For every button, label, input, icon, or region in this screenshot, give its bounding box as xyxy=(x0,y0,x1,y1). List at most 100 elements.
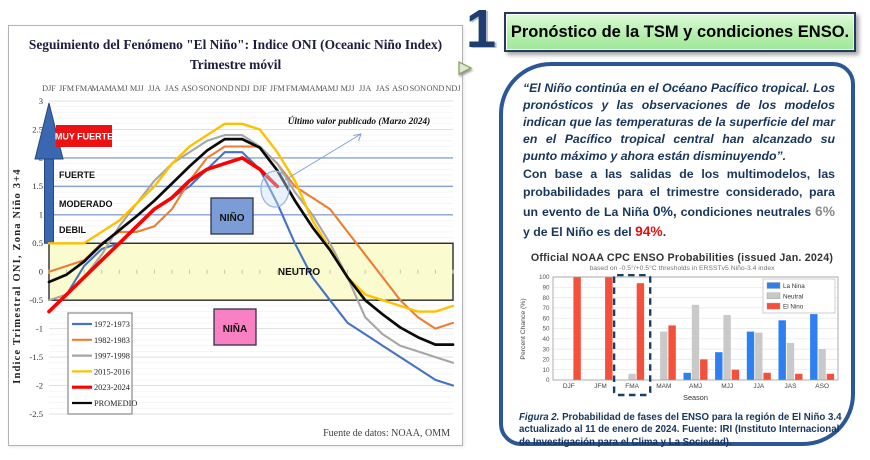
legend-item-label: 1972-1973 xyxy=(94,320,130,329)
bar-el-nino-JAS xyxy=(795,373,803,380)
bar-legend-label: La Nina xyxy=(783,283,805,290)
trimester-label: MJJ xyxy=(130,84,145,93)
bar-neutral-JAS xyxy=(786,342,795,380)
trimester-label: MAM xyxy=(302,84,323,93)
forecast-panel: “El Niño continúa en el Océano Pacífico … xyxy=(499,62,855,449)
bar-neutral-MJJ xyxy=(723,315,731,380)
bar-el-nino-MJJ xyxy=(731,369,740,380)
neutro-band xyxy=(48,242,454,301)
annotation-last-value: Último valor publicado (Marzo 2024) xyxy=(288,115,431,127)
nino-label: NIÑO xyxy=(220,211,245,224)
last-value-highlight xyxy=(260,170,290,208)
plot-border xyxy=(552,276,839,381)
legend-item-label: 1982-1983 xyxy=(94,336,130,345)
bar-el-nino-ASO xyxy=(826,373,835,380)
y-tick-label: -1 xyxy=(36,323,43,333)
trimester-label: ASO xyxy=(392,84,409,93)
figure-caption-text: Probabilidad de fases del ENSO para la r… xyxy=(519,412,842,448)
bar-x-label: JFM xyxy=(594,383,607,390)
bar-legend: La Nina Neutral El Nino xyxy=(762,278,836,314)
slide-marker-arrow-icon xyxy=(457,60,473,81)
bar-neutral-AMJ xyxy=(691,304,700,380)
series-PROMEDIO xyxy=(47,137,455,346)
left-chart-title-line2: Trimestre móvil xyxy=(189,57,282,72)
bar-legend-label: Neutral xyxy=(783,293,803,300)
bar-y-tick: 90 xyxy=(542,285,550,292)
bar-x-label: DJF xyxy=(563,383,575,390)
bar-y-tick: 70 xyxy=(542,305,550,312)
bar-el-nino-JFM xyxy=(605,277,613,380)
trimester-label: MAM xyxy=(91,84,112,93)
series-2023-2024 xyxy=(47,156,280,314)
trimester-label: JAS xyxy=(376,84,390,93)
trimester-label: FMA xyxy=(286,84,304,93)
bar-el-nino-MAM xyxy=(668,325,676,380)
muy-fuerte-label: MUY FUERTE xyxy=(55,132,113,142)
trimester-label: JJA xyxy=(359,84,371,93)
y-tick-label: -0.5 xyxy=(29,295,43,305)
data-source: Fuente de datos: NOAA, OMM xyxy=(323,428,450,439)
bar-y-tick: 60 xyxy=(542,315,550,322)
bar-el-nino-AMJ xyxy=(700,359,708,380)
bar-la-nina-JAS xyxy=(778,320,786,380)
bar-y-tick: 100 xyxy=(539,274,550,281)
trimester-label: OND xyxy=(216,84,234,93)
y-tick-label: 3 xyxy=(39,96,43,106)
enso-bar-chart-svg: 0 10 20 30 40 50 60 70 80 90 100 DJF JFM FMA MAM AMJ MJJ… xyxy=(520,274,839,402)
trimester-label: AMJ xyxy=(322,84,339,93)
y-tick-label: -2 xyxy=(36,380,43,390)
bar-x-label: MAM xyxy=(656,383,671,390)
moderado-label: MODERADO xyxy=(59,199,113,209)
legend-item-label: 2023-2024 xyxy=(94,383,131,392)
series-2015-2016 xyxy=(47,122,455,313)
trimester-label: AMJ xyxy=(111,84,128,93)
trimester-label: FMA xyxy=(75,84,93,93)
bar-el-nino-FMA xyxy=(636,283,645,380)
bar-x-label: ASO xyxy=(815,383,829,390)
fma-highlight-box xyxy=(612,274,652,397)
bar-x-label: MJJ xyxy=(721,383,733,390)
bar-y-tick: 40 xyxy=(542,336,550,343)
bar-neutral-ASO xyxy=(818,349,826,380)
trimester-label: JFM xyxy=(270,84,286,93)
bar-x-label: JJA xyxy=(753,383,765,390)
neutro-label: NEUTRO xyxy=(278,267,320,278)
annotation-arrow xyxy=(284,133,362,181)
trimester-label: NDJ xyxy=(235,84,251,93)
trimester-label: DJF xyxy=(42,84,56,93)
bar-el-nino-DJF xyxy=(573,277,581,380)
bar-chart-title: Official NOAA CPC ENSO Probabilities (is… xyxy=(530,252,834,264)
probabilities-paragraph: Con base a las salidas de los multimodel… xyxy=(523,166,835,242)
y-axis-title: Indice Trimestral ONI, Zona Niño 3+4 xyxy=(12,168,23,384)
bar-el-nino-JJA xyxy=(763,372,771,380)
y-tick-label: 1 xyxy=(39,210,43,220)
left-chart-title-line1: Seguimiento del Fenómeno "El Niño": Indi… xyxy=(28,37,443,52)
legend-item-label: 1997-1998 xyxy=(94,352,130,361)
figure-caption-label: Figura 2. xyxy=(519,412,560,423)
trimester-label: MJJ xyxy=(341,84,356,93)
bar-la-nina-ASO xyxy=(810,314,818,380)
trimester-label: OND xyxy=(426,84,444,93)
el-nino-probability: 94% xyxy=(635,223,663,239)
legend-item-label: PROMEDIO xyxy=(94,399,137,408)
trimester-label: DJF xyxy=(253,84,267,93)
trimester-label: SON xyxy=(410,84,427,93)
bar-x-label: FMA xyxy=(625,383,639,390)
figure-caption: Figura 2. Probabilidad de fases del ENSO… xyxy=(519,412,851,449)
nina-label: NIÑA xyxy=(223,322,247,335)
legend-item-label: 2015-2016 xyxy=(94,367,130,376)
bar-x-label: JAS xyxy=(785,383,798,390)
legend: 1972-1973 1982-1983 1997-1998 2015-2016 2023… xyxy=(67,312,137,415)
trimester-label: SON xyxy=(199,84,216,93)
section-title: Pronóstico de la TSM y condiciones ENSO. xyxy=(504,12,856,52)
neutral-probability: 6% xyxy=(815,203,835,219)
trimester-label: JJA xyxy=(148,84,160,93)
body-text-c: y de El Niño es del xyxy=(523,224,636,239)
bar-la-nina-JJA xyxy=(746,331,755,380)
y-tick-label: 0 xyxy=(39,267,43,277)
debil-label: DEBIL xyxy=(59,225,87,235)
bar-la-nina-MJJ xyxy=(715,352,723,380)
nina-box xyxy=(213,308,257,346)
trimester-label: ASO xyxy=(181,84,198,93)
